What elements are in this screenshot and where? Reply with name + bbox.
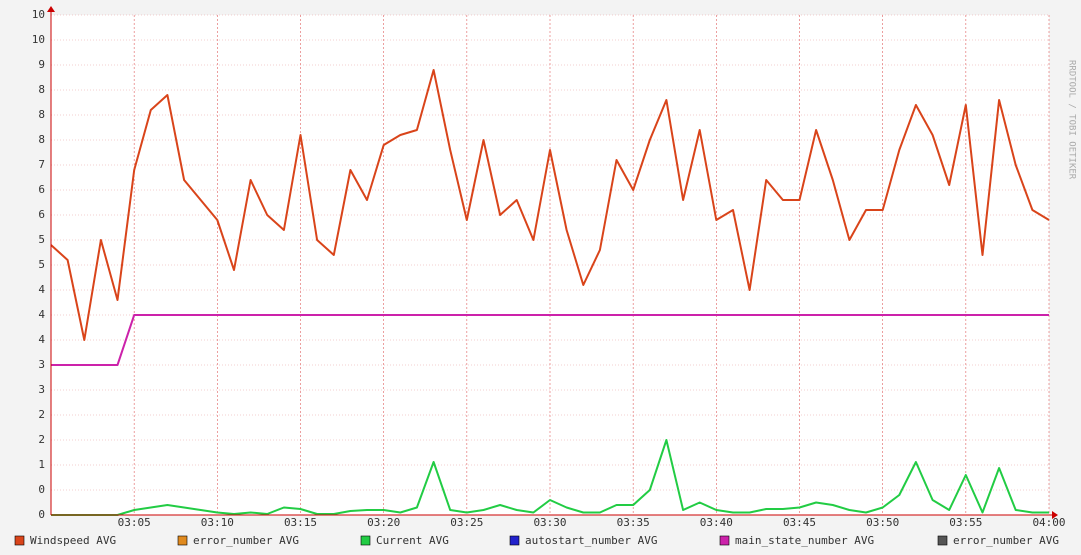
y-tick-label: 8 <box>38 83 45 96</box>
x-tick-label: 03:50 <box>866 516 899 529</box>
legend-swatch <box>14 535 25 546</box>
series-line <box>51 439 1049 516</box>
legend-swatch <box>719 535 730 546</box>
y-tick-label: 8 <box>38 133 45 146</box>
y-tick-label: 1 <box>38 458 45 471</box>
y-tick-label: 9 <box>38 58 45 71</box>
legend-label: Windspeed AVG <box>30 534 116 547</box>
legend-label: error_number AVG <box>953 534 1059 547</box>
y-tick-label: 5 <box>38 233 45 246</box>
x-tick-label: 03:15 <box>284 516 317 529</box>
y-tick-label: 0 <box>38 508 45 521</box>
legend-swatch <box>937 535 948 546</box>
x-tick-label: 03:05 <box>118 516 151 529</box>
y-tick-label: 6 <box>38 208 45 221</box>
y-tick-label: 4 <box>38 333 45 346</box>
y-tick-label: 6 <box>38 183 45 196</box>
y-tick-label: 7 <box>38 158 45 171</box>
y-tick-label: 10 <box>32 33 45 46</box>
legend-label: main_state_number AVG <box>735 534 874 547</box>
watermark: RRDTOOL / TOBI OETIKER <box>1067 60 1077 180</box>
y-tick-label: 0 <box>38 483 45 496</box>
x-tick-label: 03:45 <box>783 516 816 529</box>
x-tick-label: 04:00 <box>1032 516 1065 529</box>
series-line <box>51 314 1049 366</box>
x-tick-label: 03:20 <box>367 516 400 529</box>
x-axis-arrow <box>1052 511 1058 519</box>
x-tick-label: 03:25 <box>450 516 483 529</box>
series-line <box>50 69 1050 341</box>
y-tick-label: 8 <box>38 108 45 121</box>
y-tick-label: 5 <box>38 258 45 271</box>
y-tick-label: 10 <box>32 8 45 21</box>
legend-swatch <box>509 535 520 546</box>
x-tick-label: 03:10 <box>201 516 234 529</box>
legend-label: error_number AVG <box>193 534 299 547</box>
y-tick-label: 2 <box>38 408 45 421</box>
legend-swatch <box>360 535 371 546</box>
x-tick-label: 03:40 <box>700 516 733 529</box>
x-tick-label: 03:30 <box>533 516 566 529</box>
y-tick-label: 3 <box>38 383 45 396</box>
legend-label: autostart_number AVG <box>525 534 657 547</box>
y-tick-label: 2 <box>38 433 45 446</box>
y-tick-label: 4 <box>38 283 45 296</box>
y-tick-label: 4 <box>38 308 45 321</box>
legend-label: Current AVG <box>376 534 449 547</box>
y-axis-arrow <box>47 6 55 12</box>
marks <box>50 69 1050 516</box>
x-tick-label: 03:55 <box>949 516 982 529</box>
grid <box>51 14 1050 516</box>
y-tick-label: 3 <box>38 358 45 371</box>
x-tick-label: 03:35 <box>617 516 650 529</box>
legend-swatch <box>177 535 188 546</box>
